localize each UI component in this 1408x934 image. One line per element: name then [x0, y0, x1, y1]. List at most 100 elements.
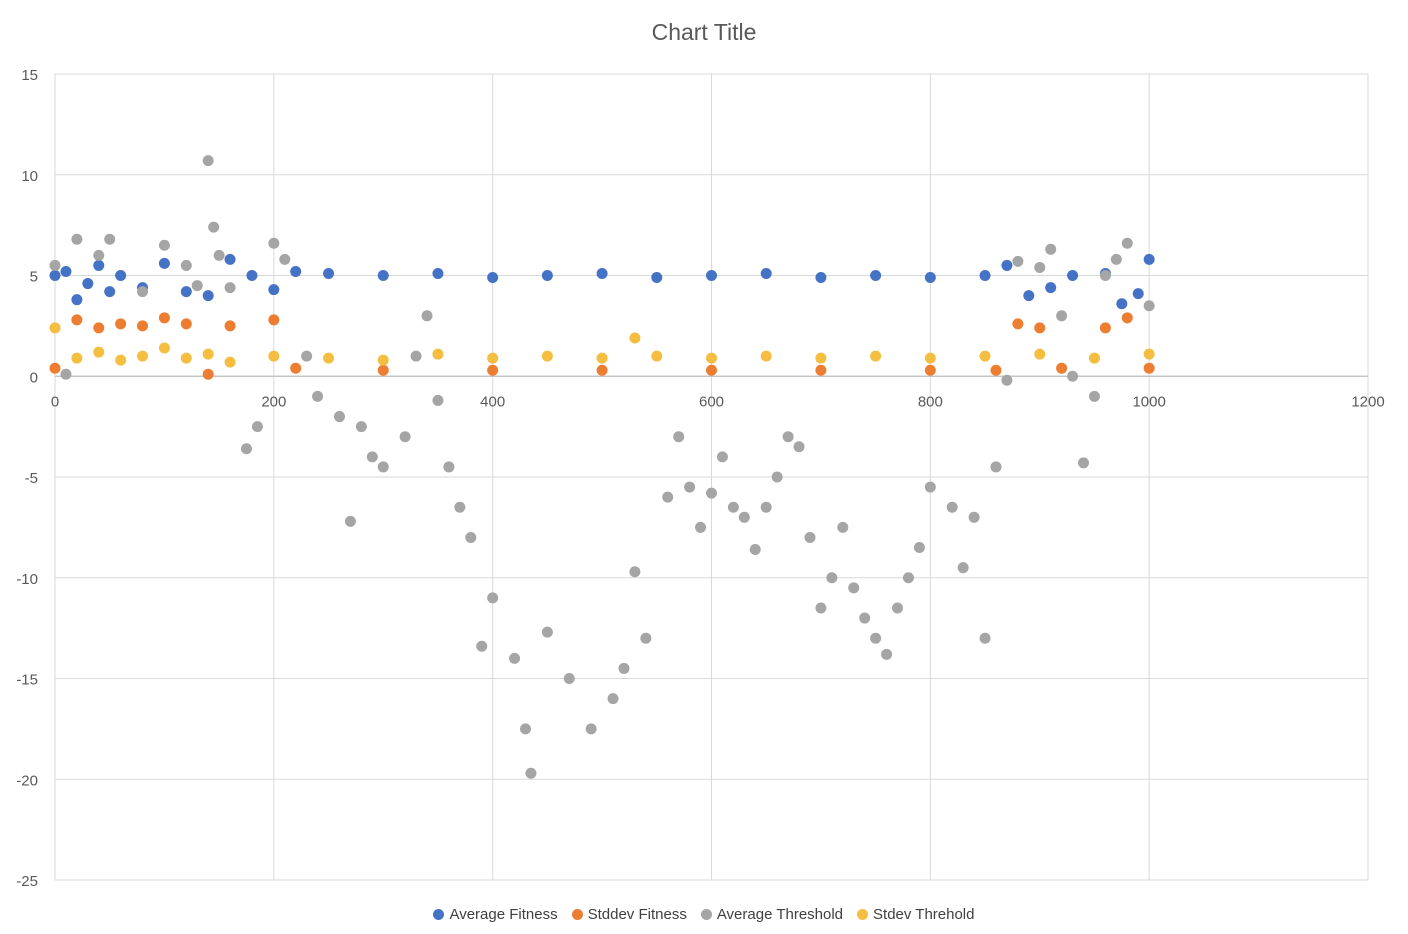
data-point	[673, 431, 685, 443]
data-point	[1001, 374, 1013, 386]
y-tick-label: -5	[25, 470, 38, 487]
data-point	[541, 626, 553, 638]
data-point	[706, 487, 717, 499]
data-point	[815, 352, 827, 364]
y-tick-label: 0	[30, 369, 38, 386]
data-point	[377, 354, 389, 366]
data-point	[1088, 390, 1100, 402]
data-point	[487, 352, 499, 364]
data-point	[924, 352, 936, 364]
data-point	[268, 237, 280, 249]
data-point	[738, 511, 750, 523]
data-point	[158, 239, 170, 251]
data-point	[487, 592, 499, 604]
data-point	[202, 348, 214, 360]
data-point	[662, 491, 674, 503]
data-point	[213, 249, 225, 261]
data-point	[1045, 282, 1057, 294]
data-point	[432, 348, 444, 360]
data-point	[706, 270, 717, 281]
data-point	[71, 294, 83, 306]
series-average-fitness	[49, 253, 1155, 310]
data-point	[476, 640, 488, 652]
data-point	[1001, 259, 1013, 271]
y-tick-label: -20	[16, 772, 38, 789]
data-point	[1132, 288, 1144, 300]
data-point	[957, 562, 969, 574]
data-point	[749, 544, 761, 556]
data-point	[224, 320, 236, 332]
data-point	[104, 233, 116, 245]
series-stddev-fitness	[49, 312, 1155, 380]
data-point	[279, 253, 291, 265]
data-point	[268, 284, 280, 296]
data-point	[1099, 322, 1111, 334]
data-point	[706, 352, 717, 364]
data-point	[837, 521, 849, 533]
data-point	[355, 421, 367, 433]
data-point	[727, 501, 739, 513]
x-tick-label: 600	[699, 393, 724, 410]
data-point	[377, 270, 389, 281]
legend-item: Stddev Fitness	[571, 906, 687, 923]
y-tick-label: 5	[30, 269, 38, 286]
data-point	[859, 612, 871, 624]
data-point	[158, 312, 170, 324]
data-point	[826, 572, 838, 584]
data-point	[268, 350, 280, 362]
legend-marker-icon	[571, 909, 583, 920]
data-point	[684, 481, 696, 493]
data-point	[49, 270, 61, 281]
data-point	[946, 501, 958, 513]
data-point	[93, 259, 105, 271]
data-point	[180, 259, 192, 271]
data-point	[1121, 237, 1133, 249]
data-point	[240, 443, 252, 455]
data-point	[323, 267, 335, 279]
data-point	[465, 531, 477, 543]
data-point	[541, 270, 553, 281]
data-point	[180, 352, 192, 364]
axis-tick-labels: 15 10 5 0 -5 -10 -15 -20 -25 0 200 400 600 800 1000 120…	[16, 67, 1384, 890]
grid	[54, 73, 1369, 881]
data-point	[979, 270, 991, 281]
data-point	[290, 265, 302, 277]
data-point	[563, 673, 575, 684]
data-point	[82, 278, 94, 290]
data-point	[421, 310, 433, 322]
data-point	[596, 364, 608, 376]
x-tick-label: 800	[918, 393, 943, 410]
data-point	[815, 602, 827, 614]
data-point	[93, 249, 105, 261]
data-point	[202, 368, 214, 380]
data-point	[695, 521, 707, 533]
legend: Average Fitness Stddev Fitness Average Thr…	[0, 906, 1408, 923]
y-tick-label: -15	[16, 672, 38, 689]
legend-label: Stddev Fitness	[587, 906, 687, 923]
data-point	[246, 270, 258, 281]
data-point	[848, 582, 860, 594]
data-point	[760, 350, 772, 362]
data-point	[782, 431, 794, 443]
data-point	[541, 350, 553, 362]
legend-label: Average Threshold	[716, 906, 844, 923]
data-point	[290, 362, 302, 374]
data-point	[1110, 253, 1122, 265]
legend-item: Average Fitness	[433, 906, 558, 923]
data-point	[924, 272, 936, 284]
data-point	[760, 501, 772, 513]
data-point	[333, 411, 345, 423]
data-point	[716, 451, 728, 463]
data-point	[892, 602, 904, 614]
data-point	[224, 356, 236, 368]
data-point	[115, 318, 127, 330]
y-tick-label: 15	[21, 67, 38, 84]
data-point	[191, 280, 203, 292]
data-point	[71, 352, 83, 364]
data-point	[771, 471, 783, 483]
data-point	[137, 286, 149, 298]
data-point	[366, 451, 378, 463]
data-point	[180, 286, 192, 298]
y-tick-label: -10	[16, 571, 38, 588]
